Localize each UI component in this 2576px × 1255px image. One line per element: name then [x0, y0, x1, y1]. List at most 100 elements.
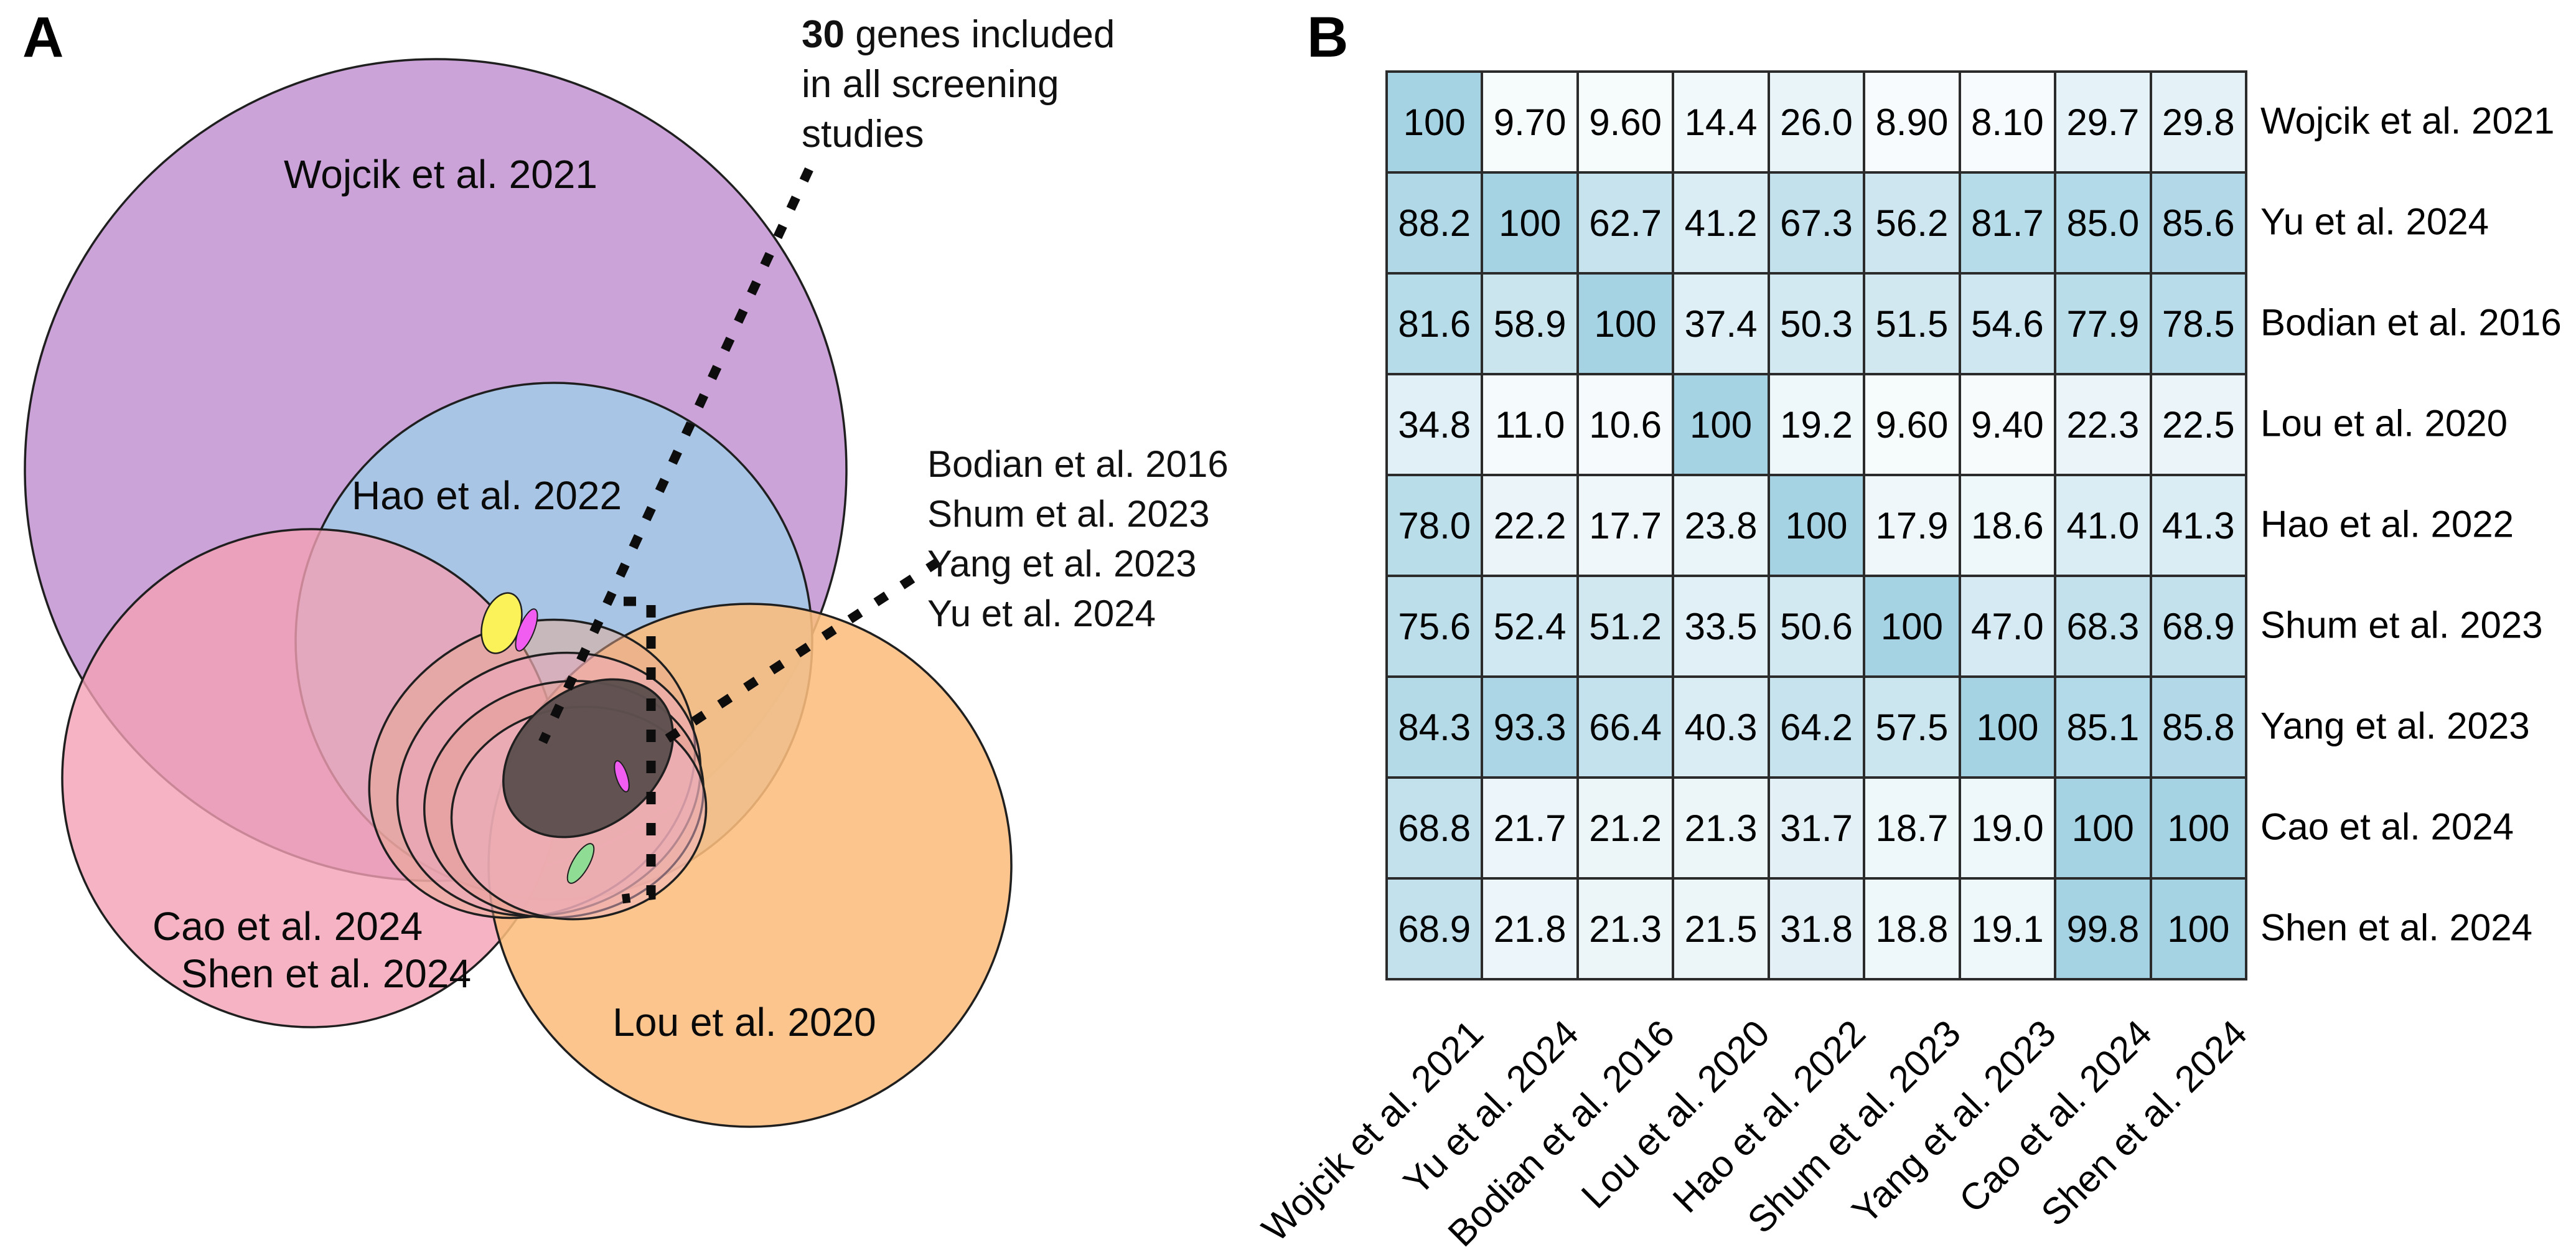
heatmap-row-label: Shen et al. 2024	[2260, 906, 2533, 949]
venn-label-lou: Lou et al. 2020	[612, 1000, 876, 1045]
heatmap-cell: 21.2	[1577, 778, 1674, 878]
heatmap-cell: 23.8	[1673, 475, 1769, 576]
annotation-four-line: Yu et al. 2024	[927, 593, 1156, 634]
heatmap-cell: 100	[2150, 878, 2246, 979]
venn-sliver-magenta	[515, 608, 538, 652]
heatmap-cell: 51.2	[1577, 576, 1674, 677]
annotation-gene-count: 30	[802, 13, 845, 56]
annotation-all-line3: studies	[802, 113, 924, 156]
heatmap-cell: 9.60	[1577, 72, 1674, 172]
heatmap-cell: 57.5	[1864, 677, 1960, 778]
heatmap-row-label: Shum et al. 2023	[2260, 604, 2543, 646]
heatmap-cell: 100	[1959, 677, 2056, 778]
heatmap-cell: 62.7	[1577, 172, 1674, 273]
venn-label-wojcik: Wojcik et al. 2021	[284, 152, 597, 197]
heatmap-cell: 17.9	[1864, 475, 1960, 576]
heatmap-cell: 19.2	[1768, 374, 1865, 475]
heatmap-cell: 19.0	[1959, 778, 2056, 878]
venn-label-hao: Hao et al. 2022	[352, 473, 622, 518]
heatmap-cell: 99.8	[2055, 878, 2151, 979]
heatmap-cell: 85.8	[2150, 677, 2246, 778]
heatmap-cell: 10.6	[1577, 374, 1674, 475]
heatmap-cell: 68.3	[2055, 576, 2151, 677]
annotation-all-line2: in all screening	[802, 63, 1059, 106]
heatmap-cell: 33.5	[1673, 576, 1769, 677]
heatmap-cell: 17.7	[1577, 475, 1674, 576]
heatmap-row-label: Bodian et al. 2016	[2260, 301, 2562, 344]
heatmap-cell: 18.8	[1864, 878, 1960, 979]
heatmap-row-label: Cao et al. 2024	[2260, 806, 2514, 848]
heatmap-cell: 68.9	[1387, 878, 1482, 979]
heatmap-cell: 100	[2150, 778, 2246, 878]
heatmap-cell: 21.3	[1577, 878, 1674, 979]
panel-a-label: A	[22, 6, 64, 69]
venn-intersection-all	[502, 678, 674, 839]
heatmap-cell: 18.6	[1959, 475, 2056, 576]
heatmap: 100 9.70 9.60 14.4 26.0 8.90 8.10 29.7 29.8 88.2 1…	[1385, 70, 2247, 980]
heatmap-cell: 9.70	[1482, 72, 1578, 172]
heatmap-cell: 14.4	[1673, 72, 1769, 172]
heatmap-cell: 40.3	[1673, 677, 1769, 778]
heatmap-cell: 81.6	[1387, 273, 1482, 374]
heatmap-cell: 50.6	[1768, 576, 1865, 677]
heatmap-cell: 100	[1864, 576, 1960, 677]
annotation-line-four-studies	[655, 557, 942, 749]
heatmap-cell: 78.5	[2150, 273, 2246, 374]
heatmap-cell: 85.1	[2055, 677, 2151, 778]
heatmap-cell: 67.3	[1768, 172, 1865, 273]
heatmap-cell: 81.7	[1959, 172, 2056, 273]
heatmap-cell: 66.4	[1577, 677, 1674, 778]
heatmap-cell: 37.4	[1673, 273, 1769, 374]
heatmap-cell: 41.0	[2055, 475, 2151, 576]
heatmap-cell: 84.3	[1387, 677, 1482, 778]
heatmap-row-label: Hao et al. 2022	[2260, 503, 2514, 545]
annotation-four-line: Shum et al. 2023	[927, 493, 1210, 535]
heatmap-cell: 100	[1482, 172, 1578, 273]
heatmap-row-label: Yang et al. 2023	[2260, 705, 2530, 747]
heatmap-cell: 85.6	[2150, 172, 2246, 273]
panel-b-label: B	[1307, 6, 1349, 69]
heatmap-cell: 22.5	[2150, 374, 2246, 475]
annotation-four-line: Yang et al. 2023	[927, 543, 1197, 585]
heatmap-cell: 22.3	[2055, 374, 2151, 475]
heatmap-cell: 58.9	[1482, 273, 1578, 374]
heatmap-cell: 100	[1673, 374, 1769, 475]
heatmap-cell: 41.2	[1673, 172, 1769, 273]
heatmap-cell: 21.5	[1673, 878, 1769, 979]
heatmap-cell: 78.0	[1387, 475, 1482, 576]
heatmap-cell: 29.8	[2150, 72, 2246, 172]
heatmap-cell: 8.90	[1864, 72, 1960, 172]
annotation-line-all-genes	[538, 167, 813, 745]
heatmap-cell: 8.10	[1959, 72, 2056, 172]
venn-diagram: Wojcik et al. 2021 Hao et al. 2022 Cao et …	[24, 58, 1013, 1128]
heatmap-row-label: Wojcik et al. 2021	[2260, 100, 2555, 142]
annotation-all-genes: 30 genes included in all screening studi…	[802, 10, 1115, 159]
heatmap-cell: 19.1	[1959, 878, 2056, 979]
heatmap-cell: 68.8	[1387, 778, 1482, 878]
heatmap-row-label: Lou et al. 2020	[2260, 402, 2508, 444]
annotation-all-line1: 30 genes included	[802, 13, 1115, 56]
heatmap-cell: 21.7	[1482, 778, 1578, 878]
annotation-four-studies: Bodian et al. 2016 Shum et al. 2023 Yang…	[927, 439, 1229, 639]
heatmap-cell: 77.9	[2055, 273, 2151, 374]
heatmap-cell: 64.2	[1768, 677, 1865, 778]
heatmap-cell: 47.0	[1959, 576, 2056, 677]
heatmap-cell: 88.2	[1387, 172, 1482, 273]
heatmap-cell: 29.7	[2055, 72, 2151, 172]
heatmap-cell: 21.3	[1673, 778, 1769, 878]
annotation-four-line: Bodian et al. 2016	[927, 443, 1229, 485]
heatmap-cell: 31.7	[1768, 778, 1865, 878]
heatmap-cell: 41.3	[2150, 475, 2246, 576]
heatmap-cell: 51.5	[1864, 273, 1960, 374]
venn-label-shen: Shen et al. 2024	[181, 951, 471, 996]
heatmap-cell: 54.6	[1959, 273, 2056, 374]
heatmap-cell: 100	[1577, 273, 1674, 374]
heatmap-cell: 75.6	[1387, 576, 1482, 677]
heatmap-cell: 68.9	[2150, 576, 2246, 677]
heatmap-cell: 34.8	[1387, 374, 1482, 475]
heatmap-cell: 11.0	[1482, 374, 1578, 475]
heatmap-cell: 100	[2055, 778, 2151, 878]
heatmap-cell: 21.8	[1482, 878, 1578, 979]
heatmap-cell: 100	[1387, 72, 1482, 172]
